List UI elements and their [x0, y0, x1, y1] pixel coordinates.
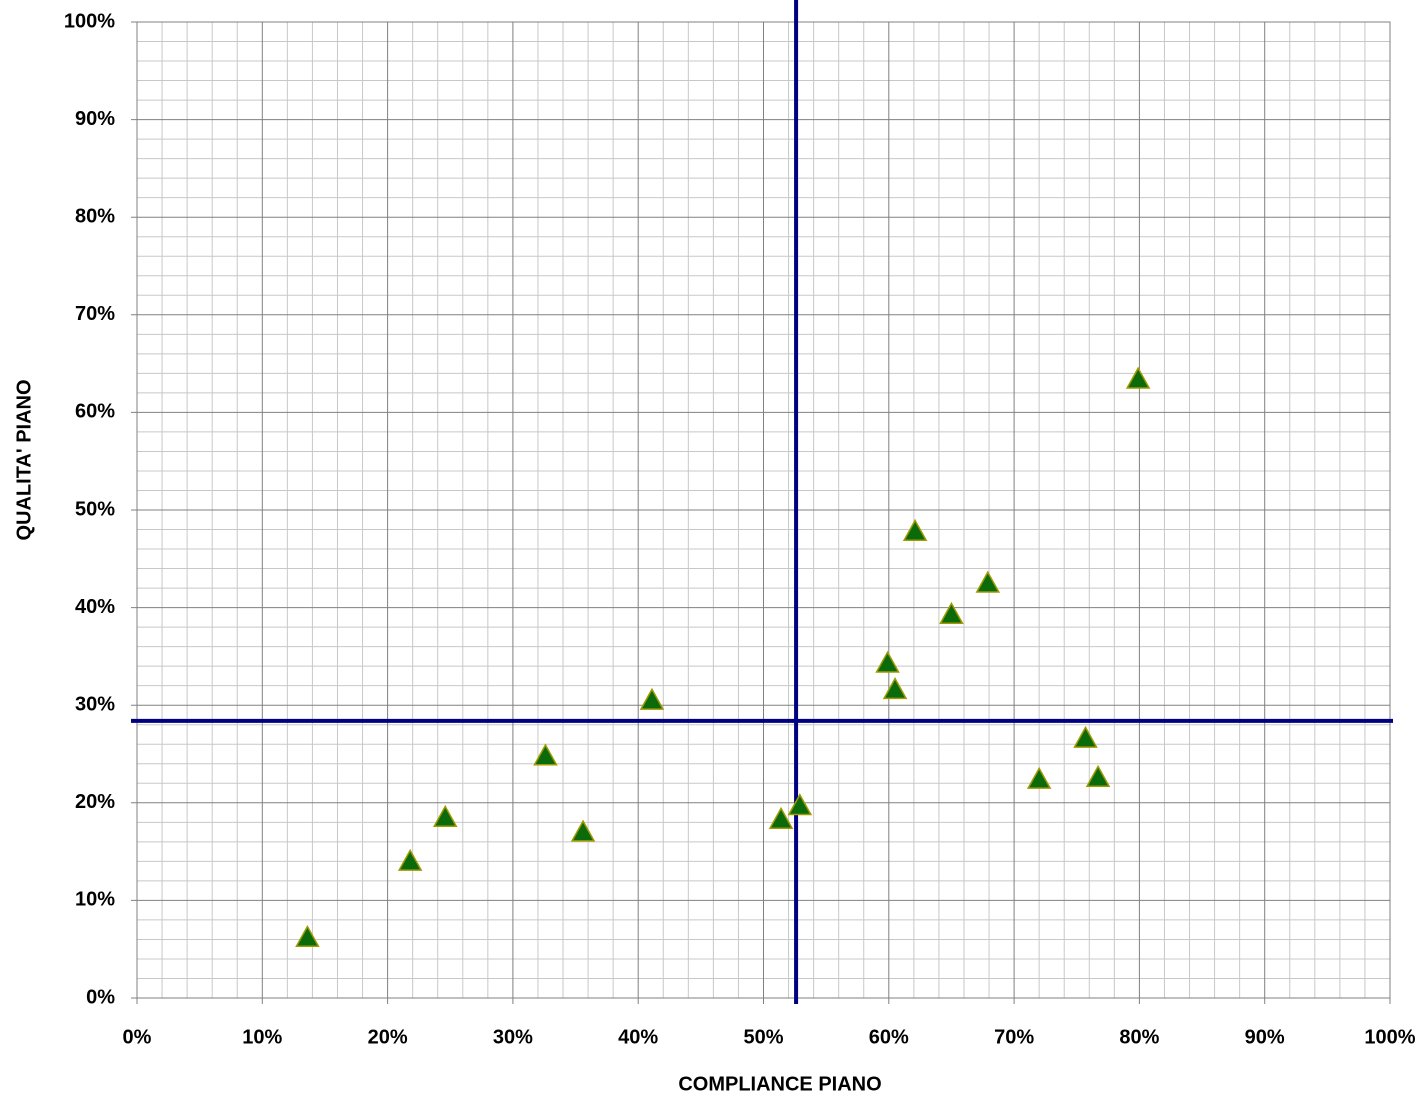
x-tick-label: 30% [493, 1026, 533, 1048]
point [432, 804, 458, 827]
point [1085, 764, 1111, 787]
x-tick-label: 70% [994, 1026, 1034, 1048]
x-tick-label: 80% [1119, 1026, 1159, 1048]
point [902, 518, 928, 542]
x-tick-label: 100% [1364, 1026, 1415, 1048]
y-tick-label: 50% [75, 498, 115, 520]
point [768, 806, 794, 829]
plot-border [136, 21, 1391, 999]
y-tick-label: 10% [75, 889, 115, 911]
y-tick-label: 60% [75, 401, 115, 423]
point [1125, 366, 1151, 389]
point [787, 793, 813, 816]
x-tick-label: 10% [242, 1026, 282, 1048]
point [939, 601, 964, 624]
point [397, 848, 423, 871]
y-tick-label: 20% [75, 791, 115, 813]
point [570, 819, 596, 842]
y-tick-label: 0% [86, 986, 115, 1008]
y-axis-title: QUALITA' PIANO [13, 379, 35, 540]
point [975, 570, 1001, 593]
point [1026, 766, 1052, 789]
x-tick-label: 90% [1245, 1026, 1285, 1048]
y-tick-label: 100% [64, 10, 115, 32]
y-tick-label: 80% [75, 205, 115, 227]
x-axis-title: COMPLIANCE PIANO [678, 1073, 881, 1095]
point [533, 743, 558, 766]
y-tick-label: 90% [75, 108, 115, 130]
y-tick-label: 40% [75, 596, 115, 618]
point [875, 650, 900, 673]
x-tick-label: 60% [869, 1026, 909, 1048]
point [639, 687, 665, 710]
point [295, 924, 320, 948]
point [882, 677, 908, 700]
x-tick-label: 20% [368, 1026, 408, 1048]
x-tick-label: 0% [123, 1026, 152, 1048]
point [1073, 725, 1098, 748]
y-tick-label: 70% [75, 303, 115, 325]
x-tick-label: 50% [743, 1026, 783, 1048]
x-tick-label: 40% [618, 1026, 658, 1048]
y-tick-label: 30% [75, 693, 115, 715]
